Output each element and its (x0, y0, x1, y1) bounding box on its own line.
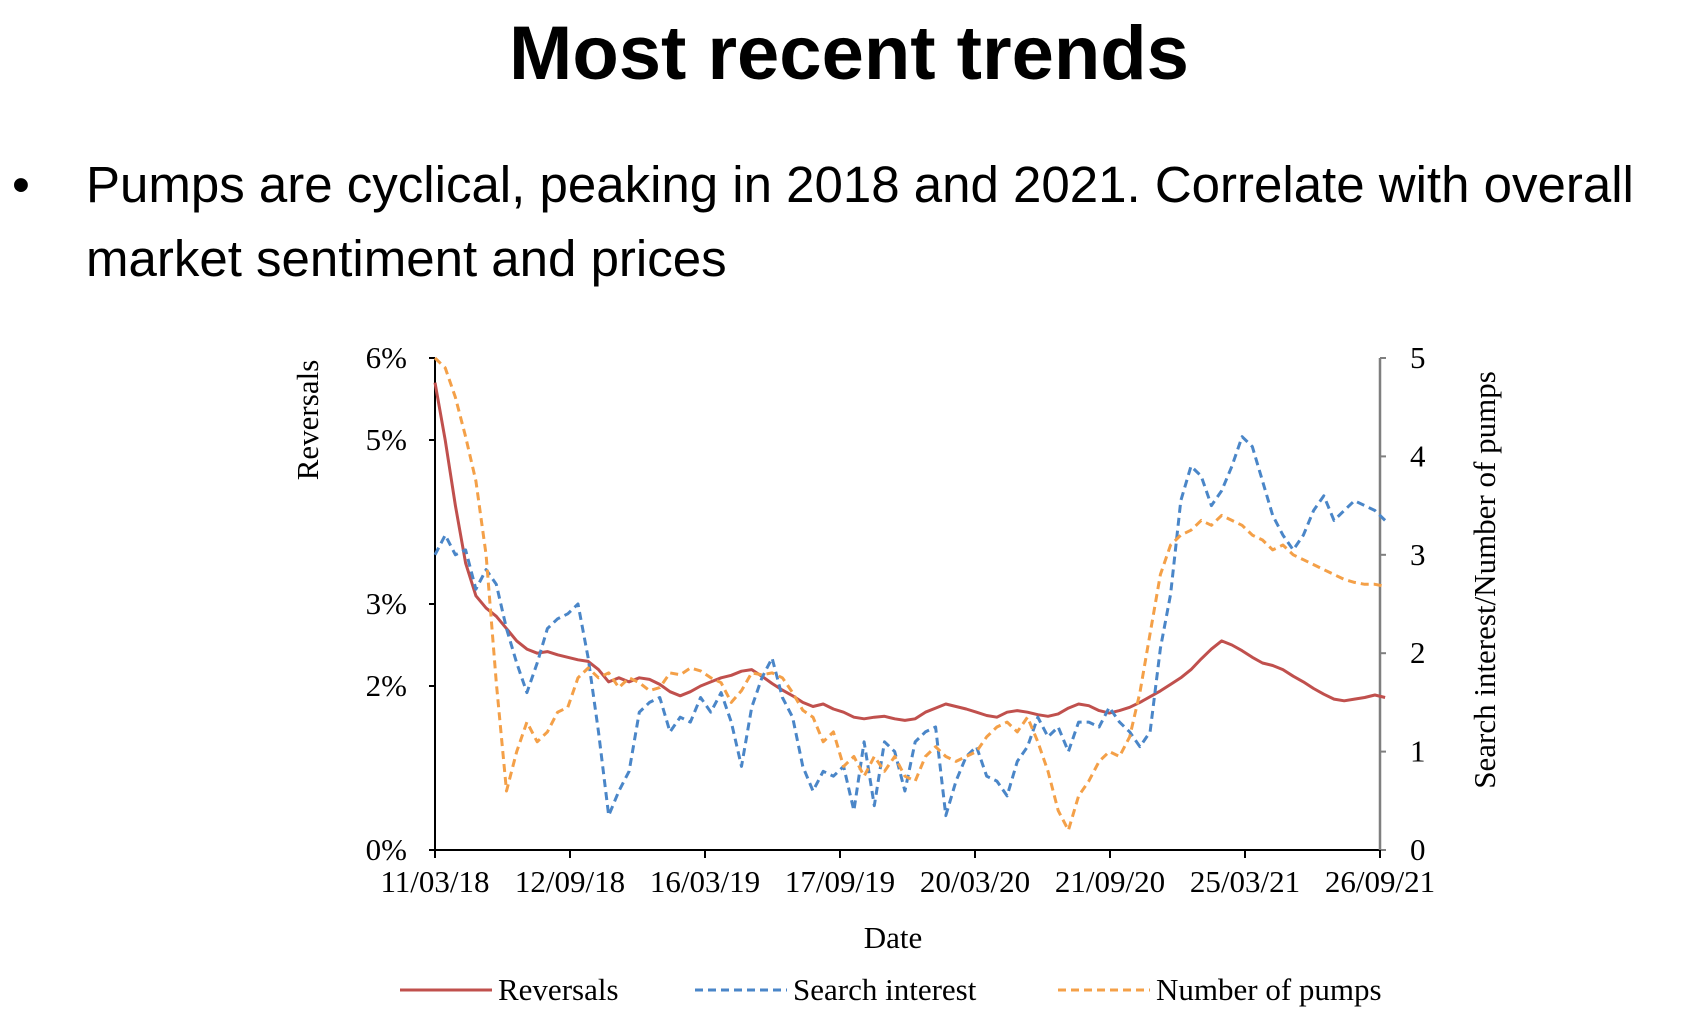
legend-label-number-of-pumps: Number of pumps (1156, 972, 1382, 1007)
x-tick-label: 26/09/21 (1325, 864, 1435, 899)
chart-legend: Reversals Search interest Number of pumps (400, 972, 1382, 1007)
series-line-search-interest (433, 435, 1387, 818)
x-tick-label: 20/03/20 (920, 864, 1030, 899)
left-axis-title: Reversals (290, 360, 325, 481)
chart-labels: Date Reversals Search interest/Number of p… (290, 360, 1502, 955)
legend-label-reversals: Reversals (498, 972, 619, 1007)
bullet-text: Pumps are cyclical, peaking in 2018 and … (86, 156, 1634, 287)
x-tick-label: 16/03/19 (650, 864, 760, 899)
x-tick-label: 11/03/18 (380, 864, 489, 899)
x-axis-title: Date (864, 920, 923, 955)
x-tick-label: 21/09/20 (1055, 864, 1165, 899)
right-tick-label: 2 (1410, 635, 1426, 670)
slide-title: Most recent trends (509, 11, 1189, 96)
bullet-symbol: • (12, 156, 30, 213)
right-tick-label: 5 (1410, 340, 1426, 375)
series-line-number-of-pumps (433, 356, 1386, 832)
left-tick-label: 0% (366, 832, 407, 867)
chart-ticks: 0% 2% 3% 5% 6% 0 1 2 3 4 5 11/03/18 12/09/18 16/03/19… (366, 340, 1435, 899)
legend-label-search-interest: Search interest (793, 972, 977, 1007)
right-axis-title: Search interest/Number of pumps (1467, 371, 1502, 789)
x-tick-label: 25/03/21 (1190, 864, 1300, 899)
right-tick-label: 1 (1410, 734, 1426, 769)
left-tick-label: 5% (366, 422, 407, 457)
right-tick-label: 4 (1410, 438, 1426, 473)
left-tick-label: 2% (366, 668, 407, 703)
x-tick-label: 12/09/18 (515, 864, 625, 899)
right-tick-label: 3 (1410, 537, 1426, 572)
chart-series (433, 356, 1387, 832)
x-tick-label: 17/09/19 (785, 864, 895, 899)
left-tick-label: 6% (366, 340, 407, 375)
right-tick-label: 0 (1410, 832, 1426, 867)
series-line-reversals (433, 382, 1386, 722)
left-tick-label: 3% (366, 586, 407, 621)
